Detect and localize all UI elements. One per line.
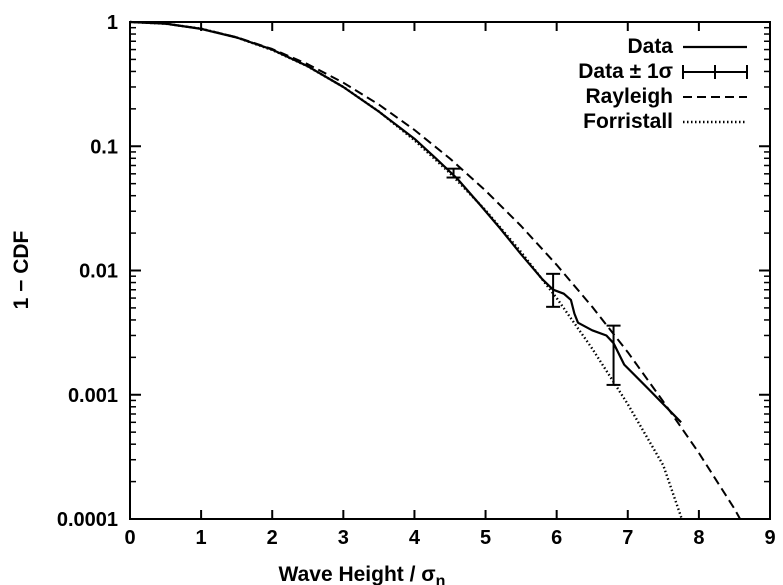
x-tick-label: 1 — [196, 527, 207, 549]
legend-swatch-errorbar — [682, 65, 748, 79]
series-line-dashed — [129, 21, 741, 520]
x-ticks: 0 1 2 3 4 5 6 7 8 9 — [124, 22, 776, 549]
y-axis-title: 1 − CDF — [10, 230, 33, 309]
x-tick-label: 7 — [622, 527, 633, 549]
plot-frame — [129, 21, 771, 520]
legend-label-errorbar: Data ± 1σ — [578, 60, 673, 83]
legend-label-rayleigh: Rayleigh — [585, 85, 673, 108]
x-tick-label: 5 — [480, 527, 491, 549]
y-tick-label: 1 — [107, 12, 118, 34]
x-tick-label: 3 — [338, 527, 349, 549]
y-tick-label: 0.1 — [90, 136, 118, 158]
legend-label-data: Data — [627, 35, 673, 58]
x-axis-title-subscript: η — [436, 573, 446, 585]
x-axis-title-main: Wave Height / σ — [279, 563, 436, 585]
y-tick-label: 0.01 — [79, 261, 118, 283]
plot-lines — [129, 20, 741, 520]
error-bar — [546, 272, 561, 308]
x-tick-label: 8 — [693, 527, 704, 549]
x-tick-label: 4 — [409, 527, 421, 549]
x-tick-label: 6 — [551, 527, 562, 549]
y-ticks: 0.0001 0.001 0.01 0.1 1 — [57, 12, 770, 531]
y-tick-label: 0.001 — [68, 385, 118, 407]
x-tick-label: 2 — [267, 527, 278, 549]
x-tick-label: 0 — [124, 527, 135, 549]
legend-label-forristall: Forristall — [583, 110, 673, 133]
x-tick-label: 9 — [764, 527, 775, 549]
y-tick-label: 0.0001 — [57, 509, 118, 531]
x-axis-title: Wave Height / ση — [279, 563, 446, 585]
legend: Data Data ± 1σ Rayleigh Forristall — [578, 35, 748, 133]
